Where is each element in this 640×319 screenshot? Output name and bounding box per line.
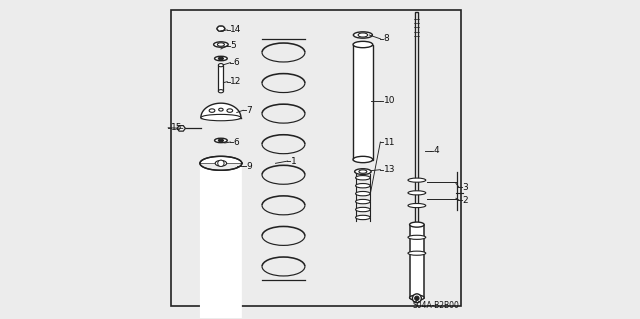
Text: 13: 13: [383, 165, 395, 174]
Ellipse shape: [410, 295, 424, 300]
Polygon shape: [177, 126, 186, 131]
Ellipse shape: [358, 33, 367, 37]
Circle shape: [218, 160, 224, 167]
Text: 14: 14: [230, 26, 242, 34]
Ellipse shape: [408, 191, 426, 195]
Ellipse shape: [219, 108, 223, 111]
Ellipse shape: [215, 160, 227, 166]
Ellipse shape: [359, 170, 367, 173]
Ellipse shape: [209, 109, 215, 112]
Ellipse shape: [410, 222, 424, 227]
Ellipse shape: [353, 32, 372, 38]
Ellipse shape: [408, 204, 426, 208]
Text: 11: 11: [383, 137, 395, 146]
Bar: [353, 45, 372, 160]
Ellipse shape: [218, 90, 223, 93]
Ellipse shape: [356, 207, 370, 212]
Text: 5: 5: [230, 41, 236, 50]
Ellipse shape: [356, 215, 370, 220]
Ellipse shape: [408, 235, 426, 239]
Ellipse shape: [218, 63, 223, 67]
Text: 8: 8: [383, 34, 389, 43]
Text: 2: 2: [462, 196, 468, 205]
Bar: [415, 12, 419, 223]
Text: 6: 6: [234, 137, 239, 146]
Ellipse shape: [218, 57, 223, 60]
Ellipse shape: [356, 199, 370, 204]
Ellipse shape: [356, 191, 370, 196]
Text: 10: 10: [383, 96, 395, 105]
Ellipse shape: [353, 41, 372, 48]
Ellipse shape: [353, 156, 372, 163]
Ellipse shape: [217, 26, 225, 31]
Ellipse shape: [201, 115, 241, 121]
Text: 3: 3: [462, 183, 468, 192]
Bar: [410, 225, 424, 298]
Ellipse shape: [214, 42, 228, 47]
Text: 1: 1: [291, 157, 296, 166]
Text: 7: 7: [246, 106, 252, 115]
Ellipse shape: [355, 169, 371, 174]
Bar: [218, 65, 223, 91]
Text: S04A-B2B00: S04A-B2B00: [413, 301, 460, 310]
Ellipse shape: [227, 109, 233, 112]
Ellipse shape: [356, 183, 370, 188]
Ellipse shape: [408, 251, 426, 255]
Ellipse shape: [218, 43, 225, 46]
Text: 12: 12: [230, 77, 242, 86]
Ellipse shape: [218, 139, 223, 142]
Polygon shape: [217, 26, 225, 31]
Text: 6: 6: [234, 58, 239, 67]
Circle shape: [412, 294, 421, 303]
Ellipse shape: [214, 56, 227, 61]
Ellipse shape: [356, 175, 370, 180]
Text: 9: 9: [246, 162, 252, 171]
Text: 15: 15: [172, 123, 183, 132]
Text: 4: 4: [434, 146, 439, 155]
Circle shape: [415, 296, 419, 300]
Ellipse shape: [214, 138, 227, 143]
Ellipse shape: [408, 178, 426, 182]
